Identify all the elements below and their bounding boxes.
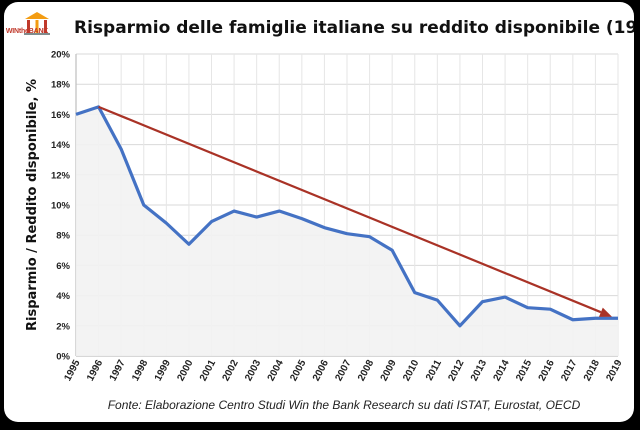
x-tick-label: 2000	[175, 358, 195, 383]
y-tick-label: 0%	[56, 352, 70, 363]
y-tick-label: 4%	[56, 291, 70, 302]
x-tick-label: 2002	[221, 358, 241, 383]
x-tick-label: 2019	[604, 358, 624, 383]
bank-columns-icon	[24, 12, 50, 35]
y-tick-label: 20%	[51, 50, 71, 61]
x-tick-label: 2018	[582, 358, 602, 383]
x-tick-label: 2014	[492, 358, 512, 383]
x-tick-label: 1998	[130, 358, 150, 383]
x-tick-label: 2005	[288, 358, 308, 383]
x-tick-label: 2015	[514, 358, 534, 383]
chart-title: Risparmio delle famiglie italiane su red…	[74, 18, 634, 38]
x-tick-label: 2016	[537, 358, 557, 383]
y-tick-label: 12%	[51, 170, 71, 181]
x-tick-label: 2007	[333, 358, 353, 383]
x-tick-label: 2004	[266, 358, 286, 383]
series-line	[75, 105, 618, 328]
chart-frame: WINtheBANK Risparmio delle famiglie ital…	[4, 2, 634, 422]
trend-arrow-head	[599, 307, 612, 317]
x-tick-label: 2008	[356, 358, 376, 383]
y-tick-label: 16%	[51, 110, 71, 121]
x-tick-label: 1999	[153, 358, 173, 383]
x-tick-label: 2009	[379, 358, 399, 383]
x-tick-label: 2010	[401, 358, 421, 383]
x-tick-label: 1996	[85, 358, 105, 383]
x-tick-label: 2003	[243, 358, 263, 383]
y-tick-label: 10%	[51, 201, 71, 212]
trend-arrow-line	[98, 105, 602, 314]
series-area	[76, 106, 618, 356]
y-tick-label: 6%	[56, 261, 70, 272]
y-tick-label: 18%	[51, 80, 71, 91]
brand-logo-text: WINtheBANK	[5, 28, 49, 35]
source-note: Fonte: Elaborazione Centro Studi Win the…	[107, 398, 581, 412]
x-tick-label: 2006	[311, 358, 331, 383]
x-tick-label: 2013	[469, 358, 489, 383]
x-tick-label: 1997	[108, 358, 128, 383]
line-chart: 0%2%4%6%8%10%12%14%16%18%20%1995 1996 1997…	[25, 50, 625, 384]
x-tick-label: 2017	[559, 358, 579, 383]
y-tick-label: 2%	[56, 321, 70, 332]
y-tick-label: 8%	[56, 231, 70, 242]
y-tick-label: 14%	[51, 140, 71, 151]
x-tick-label: 2001	[198, 358, 218, 383]
y-axis-label: Risparmio / Reddito disponibile, %	[25, 79, 40, 331]
x-tick-label: 2012	[446, 358, 466, 383]
x-tick-label: 2011	[424, 358, 444, 383]
